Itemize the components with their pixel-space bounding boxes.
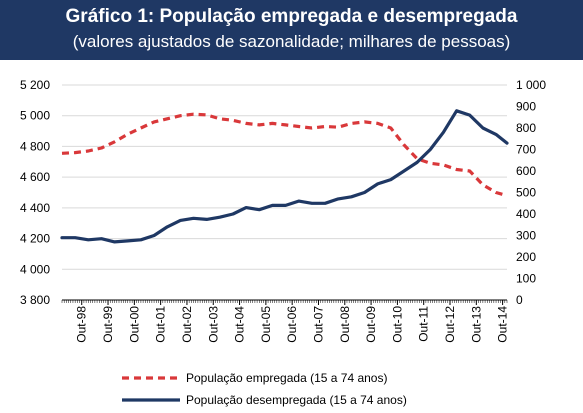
employed-series-line [61, 112, 508, 198]
y-right-tick-label: 800 [516, 121, 536, 135]
x-tick-label: Out-04 [233, 306, 247, 343]
y-left-tick-label: 3 800 [20, 293, 50, 307]
y-right-tick-label: 100 [516, 272, 536, 286]
y-right-tick-label: 600 [516, 164, 536, 178]
chart-header: Gráfico 1: População empregada e desempr… [0, 0, 583, 60]
y-right-tick-label: 500 [516, 186, 536, 200]
y-right-tick-label: 700 [516, 143, 536, 157]
y-left-tick-label: 4 600 [20, 170, 50, 184]
y-right-tick-label: 400 [516, 207, 536, 221]
y-right-tick-label: 1 000 [516, 78, 546, 92]
legend-label-unemployed: População desempregada (15 a 74 anos) [186, 393, 407, 407]
y-left-tick-label: 4 400 [20, 201, 50, 215]
x-tick-label: Out-11 [417, 306, 431, 342]
x-tick-label: Out-12 [443, 306, 457, 343]
axes: 3 800 4 000 4 200 4 400 4 600 4 800 5 000 5 200… [20, 78, 546, 343]
y-right-tick-label: 900 [516, 100, 536, 114]
x-tick-label: Out-06 [285, 306, 299, 343]
y-left-tick-label: 4 000 [20, 262, 50, 276]
x-tick-label: Out-98 [75, 306, 89, 343]
x-tick-label: Out-05 [259, 306, 273, 343]
series-lines [60, 109, 509, 244]
x-tick-label: Out-13 [469, 306, 483, 343]
y-left-tick-label: 4 800 [20, 139, 50, 153]
x-tick-label: Out-03 [206, 306, 220, 343]
chart-title: Gráfico 1: População empregada e desempr… [65, 6, 518, 27]
y-left-tick-label: 5 200 [20, 78, 50, 92]
x-tick-label: Out-07 [311, 306, 325, 343]
x-tick-label: Out-99 [101, 306, 115, 343]
x-tick-label: Out-02 [180, 306, 194, 343]
unemployed-series-line [60, 109, 509, 244]
y-left-tick-label: 4 200 [20, 232, 50, 246]
y-right-tick-label: 200 [516, 250, 536, 264]
y-right-tick-label: 300 [516, 229, 536, 243]
y-right-tick-label: 0 [516, 293, 523, 307]
legend: População empregada (15 a 74 anos) Popula… [122, 371, 407, 407]
x-tick-label: Out-10 [390, 306, 404, 343]
y-left-tick-label: 5 000 [20, 109, 50, 123]
x-tick-label: Out-00 [127, 306, 141, 343]
x-tick-label: Out-09 [364, 306, 378, 343]
legend-label-employed: População empregada (15 a 74 anos) [186, 371, 387, 385]
x-tick-label: Out-01 [154, 306, 168, 343]
x-tick-label: Out-08 [338, 306, 352, 343]
x-tick-label: Out-14 [496, 306, 510, 343]
chart-subtitle: (valores ajustados de sazonalidade; milh… [72, 32, 511, 51]
